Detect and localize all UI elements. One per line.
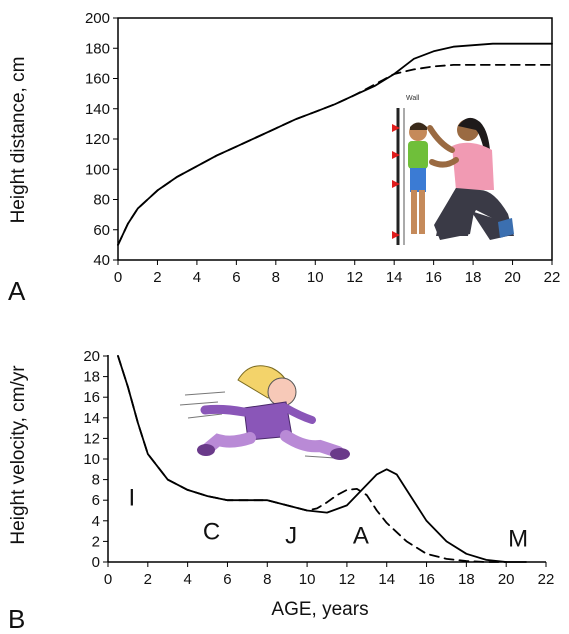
- y-tick-label: 180: [85, 40, 110, 57]
- x-tick-label: 10: [299, 571, 316, 588]
- stage-label: A: [353, 522, 369, 549]
- y-tick-label: 8: [92, 472, 100, 489]
- wall-label: Wall: [406, 95, 420, 102]
- panel-a-label: A: [8, 276, 26, 306]
- stage-label: C: [203, 518, 220, 545]
- y-tick-label: 100: [85, 161, 110, 178]
- stage-label: I: [129, 484, 136, 511]
- y-tick-label: 14: [83, 410, 100, 427]
- x-tick-label: 6: [232, 269, 240, 286]
- x-tick-label: 18: [458, 571, 475, 588]
- x-tick-label: 0: [104, 571, 112, 588]
- x-tick-label: 10: [307, 269, 324, 286]
- x-tick-label: 0: [114, 269, 122, 286]
- y-tick-label: 40: [93, 252, 110, 269]
- x-tick-label: 8: [263, 571, 271, 588]
- y-tick-label: 4: [92, 513, 100, 530]
- x-tick-label: 16: [425, 269, 442, 286]
- panel-a-y-axis-label: Height distance, cm: [8, 57, 29, 224]
- x-tick-label: 4: [193, 269, 201, 286]
- dashed-series-line: [117, 64, 553, 246]
- x-tick-label: 22: [544, 269, 561, 286]
- y-tick-label: 0: [92, 554, 100, 571]
- y-tick-label: 16: [83, 389, 100, 406]
- y-tick-label: 18: [83, 369, 100, 386]
- y-tick-label: 60: [93, 222, 110, 239]
- y-tick-label: 140: [85, 101, 110, 118]
- panel-b-y-axis-label: Height velocity, cm/yr: [8, 365, 29, 545]
- y-tick-label: 80: [93, 192, 110, 209]
- stage-label: J: [285, 522, 297, 549]
- panel-b-chart: B Height velocity, cm/yr AGE, years 0 2 4 6…: [8, 348, 554, 634]
- x-tick-label: 2: [153, 269, 161, 286]
- solid-series-line: [117, 355, 527, 563]
- x-tick-label: 14: [386, 269, 403, 286]
- child-measuring-height-icon: Wall: [392, 95, 514, 245]
- stage-label: M: [508, 526, 528, 553]
- x-tick-label: 6: [223, 571, 231, 588]
- y-tick-label: 120: [85, 131, 110, 148]
- x-tick-label: 4: [183, 571, 191, 588]
- y-tick-label: 12: [83, 430, 100, 447]
- x-tick-label: 18: [465, 269, 482, 286]
- dashed-series-line: [117, 355, 508, 563]
- x-tick-label: 12: [339, 571, 356, 588]
- x-tick-label: 2: [144, 571, 152, 588]
- panel-b-x-axis-label: AGE, years: [271, 599, 368, 620]
- running-child-icon: [179, 365, 350, 460]
- x-tick-label: 8: [272, 269, 280, 286]
- x-tick-label: 12: [346, 269, 363, 286]
- y-tick-label: 160: [85, 71, 110, 88]
- y-tick-label: 10: [83, 451, 100, 468]
- x-tick-label: 16: [418, 571, 435, 588]
- x-tick-label: 14: [378, 571, 395, 588]
- x-tick-label: 20: [498, 571, 515, 588]
- y-tick-label: 6: [92, 492, 100, 509]
- y-tick-label: 20: [83, 348, 100, 365]
- x-tick-label: 20: [504, 269, 521, 286]
- panel-a-chart: A Height distance, cm 0 2 4 6 8 10 12 14 16 18 20 2…: [8, 10, 560, 306]
- panel-b-label: B: [8, 604, 25, 634]
- x-tick-label: 22: [538, 571, 555, 588]
- y-tick-label: 200: [85, 10, 110, 27]
- y-tick-label: 2: [92, 533, 100, 550]
